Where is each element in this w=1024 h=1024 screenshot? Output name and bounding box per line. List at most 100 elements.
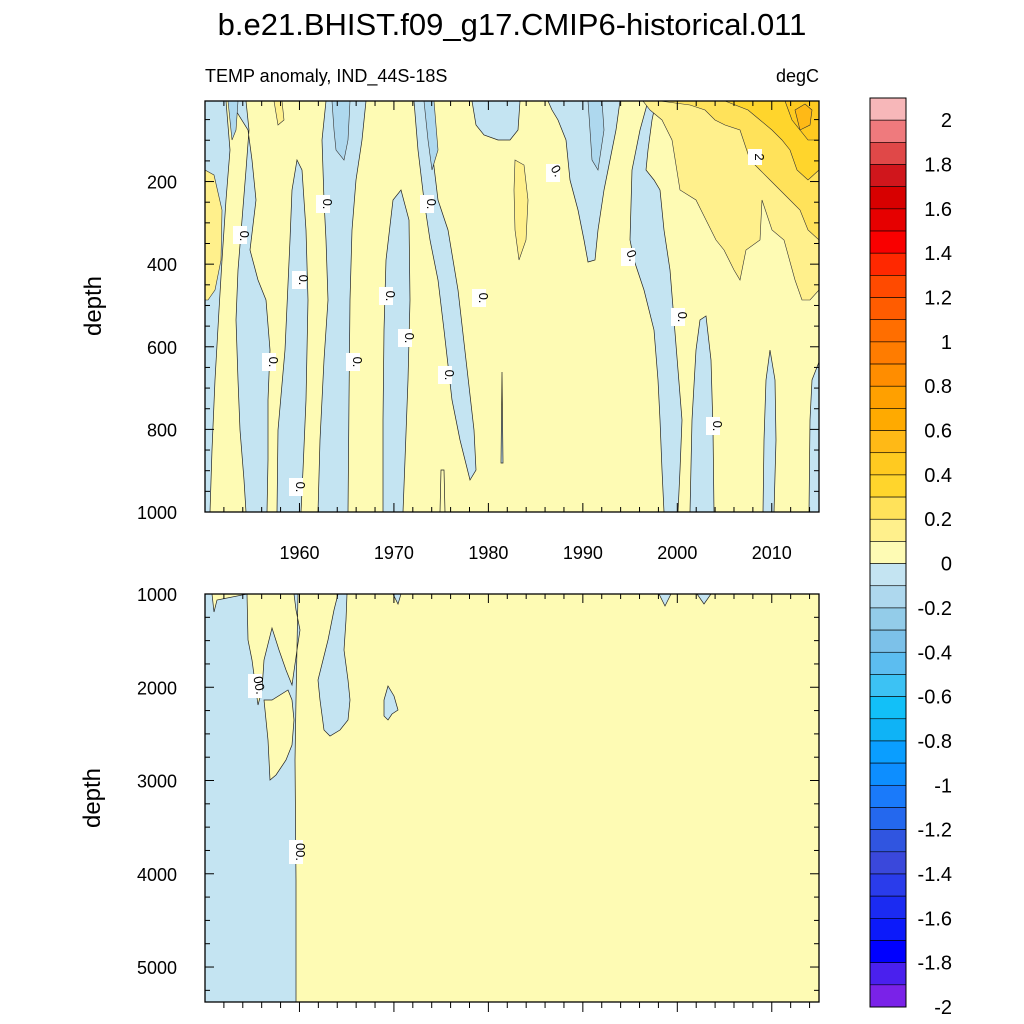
- contour-label: 0.: [442, 370, 457, 381]
- y-tick-label: 2000: [137, 678, 177, 698]
- x-tick-label: 2000: [657, 543, 697, 563]
- colorbar-swatch: [869, 474, 907, 498]
- contour-label: 0.: [237, 231, 252, 242]
- colorbar-swatch: [869, 341, 907, 365]
- colorbar-swatch: [869, 607, 907, 631]
- colorbar-label: -0.8: [918, 731, 952, 753]
- lower-x-ticks: [223, 594, 811, 1012]
- colorbar-label: 1.4: [924, 243, 952, 265]
- colorbar-swatch: [869, 186, 907, 210]
- contour-label: 0.: [424, 199, 439, 210]
- contour-label: 0.: [293, 482, 308, 493]
- colorbar-swatch: [869, 408, 907, 431]
- negative-region: [500, 371, 504, 464]
- negative-region: [276, 158, 309, 513]
- colorbar-swatch: [869, 829, 907, 853]
- lower-frame: [204, 593, 820, 1003]
- upper-plot-area: 0. 0. 0. 0. 0. 0. 0. 0. 0. 0. 0. 0. 0.: [80, 100, 820, 563]
- colorbar-swatch: [869, 940, 907, 963]
- colorbar-swatch: [869, 275, 907, 298]
- lower-contour-fills: [204, 593, 712, 1003]
- lower-contour-labels: 00. 00.: [248, 674, 308, 864]
- contour-label-bg: [346, 353, 360, 371]
- colorbar-swatch: [869, 208, 907, 232]
- colorbar-label: -2: [934, 997, 952, 1019]
- colorbar-label: 1.8: [924, 155, 952, 177]
- colorbar-swatch: [869, 319, 907, 343]
- colorbar-swatch: [869, 762, 907, 786]
- colorbar-swatch: [869, 252, 907, 276]
- contour-label-bg: [292, 271, 306, 289]
- contour-label: 00.: [293, 843, 308, 861]
- colorbar-swatch: [869, 696, 907, 720]
- contour-label-bg: [706, 417, 720, 435]
- chart-title: b.e21.BHIST.f09_g17.CMIP6-historical.011: [218, 7, 807, 42]
- colorbar-label: 1: [941, 332, 952, 354]
- colorbar-label: -0.2: [918, 598, 952, 620]
- y-tick-label: 3000: [137, 772, 177, 792]
- colorbar-swatch: [869, 585, 907, 609]
- colorbar-swatch: [869, 918, 907, 941]
- contour-label: 00.: [250, 675, 268, 695]
- y-tick-label: 200: [147, 173, 177, 193]
- negative-region: [317, 593, 351, 737]
- contour-label-bg: [546, 164, 560, 182]
- colorbar-label: 1.6: [924, 199, 952, 221]
- warm-region: [794, 103, 813, 131]
- contour-label-bg: [289, 478, 303, 496]
- negative-region: [263, 689, 295, 781]
- colorbar-label: -1.4: [918, 864, 952, 886]
- negative-region: [383, 685, 399, 721]
- colorbar-swatch: [869, 629, 907, 653]
- colorbar-swatch: [869, 452, 907, 476]
- colorbar-swatch: [869, 984, 907, 1008]
- contour-label-bg: [248, 674, 262, 698]
- colorbar-label: -1: [934, 775, 952, 797]
- contour-label: 0.: [266, 357, 281, 368]
- contour-label-bg: [398, 329, 412, 347]
- colorbar-swatch: [869, 496, 907, 520]
- x-tick-label: 1980: [468, 543, 508, 563]
- contour-label-bg: [671, 308, 685, 326]
- lower-plot-area: 00. 00. 1000 2000 3000 4000 5000 depth: [79, 585, 820, 1012]
- colorbar-swatch: [869, 164, 907, 187]
- colorbar-label: -0.4: [918, 642, 952, 664]
- colorbar-swatch: [869, 363, 907, 387]
- y-tick-label: 1000: [137, 585, 177, 605]
- y-tick-label: 400: [147, 255, 177, 275]
- colorbar-swatch: [869, 651, 907, 675]
- colorbar-label: -1.6: [918, 908, 952, 930]
- lower-y-ticks: 1000 2000 3000 4000 5000: [137, 585, 819, 991]
- y-tick-label: 600: [147, 338, 177, 358]
- colorbar-label: 2: [941, 110, 952, 132]
- contour-label-bg: [262, 353, 276, 371]
- colorbar-swatch: [869, 430, 907, 454]
- upper-y-axis-label: depth: [80, 276, 107, 336]
- y-tick-label: 4000: [137, 865, 177, 885]
- contour-label-bg: [472, 289, 486, 307]
- contour-label: 0.: [623, 248, 641, 263]
- colorbar: 2 1.8 1.6 1.4 1.2 1 0.8 0.6 0.4 0.2 0 -0.2 -0.4 -0.6 -…: [869, 97, 952, 1019]
- contour-label: 0.: [710, 421, 725, 432]
- colorbar-swatch: [869, 97, 907, 121]
- contour-label-bg: [420, 195, 434, 213]
- y-tick-label: 5000: [137, 958, 177, 978]
- lower-y-axis-label: depth: [79, 768, 106, 828]
- colorbar-swatch: [869, 297, 907, 321]
- negative-region: [689, 315, 715, 513]
- colorbar-swatch: [869, 674, 907, 697]
- colorbar-label: -1.2: [918, 820, 952, 842]
- contour-label: 0.: [476, 293, 491, 304]
- contour-label: 0.: [350, 357, 365, 368]
- negative-region: [204, 593, 301, 1003]
- colorbar-swatch: [869, 718, 907, 742]
- colorbar-label: 0.4: [924, 465, 952, 487]
- contour-label-bg: [233, 226, 247, 244]
- upper-x-ticks: 1960 1970 1980 1990 2000 2010: [223, 101, 811, 563]
- contour-label: 0.: [402, 333, 417, 344]
- negative-region: [547, 100, 683, 513]
- upper-contour-labels: 0. 0. 0. 0. 0. 0. 0. 0. 0. 0. 0. 0. 0.: [233, 149, 767, 496]
- upper-contour-warm: [204, 100, 820, 301]
- contour-label: 0.: [296, 275, 311, 286]
